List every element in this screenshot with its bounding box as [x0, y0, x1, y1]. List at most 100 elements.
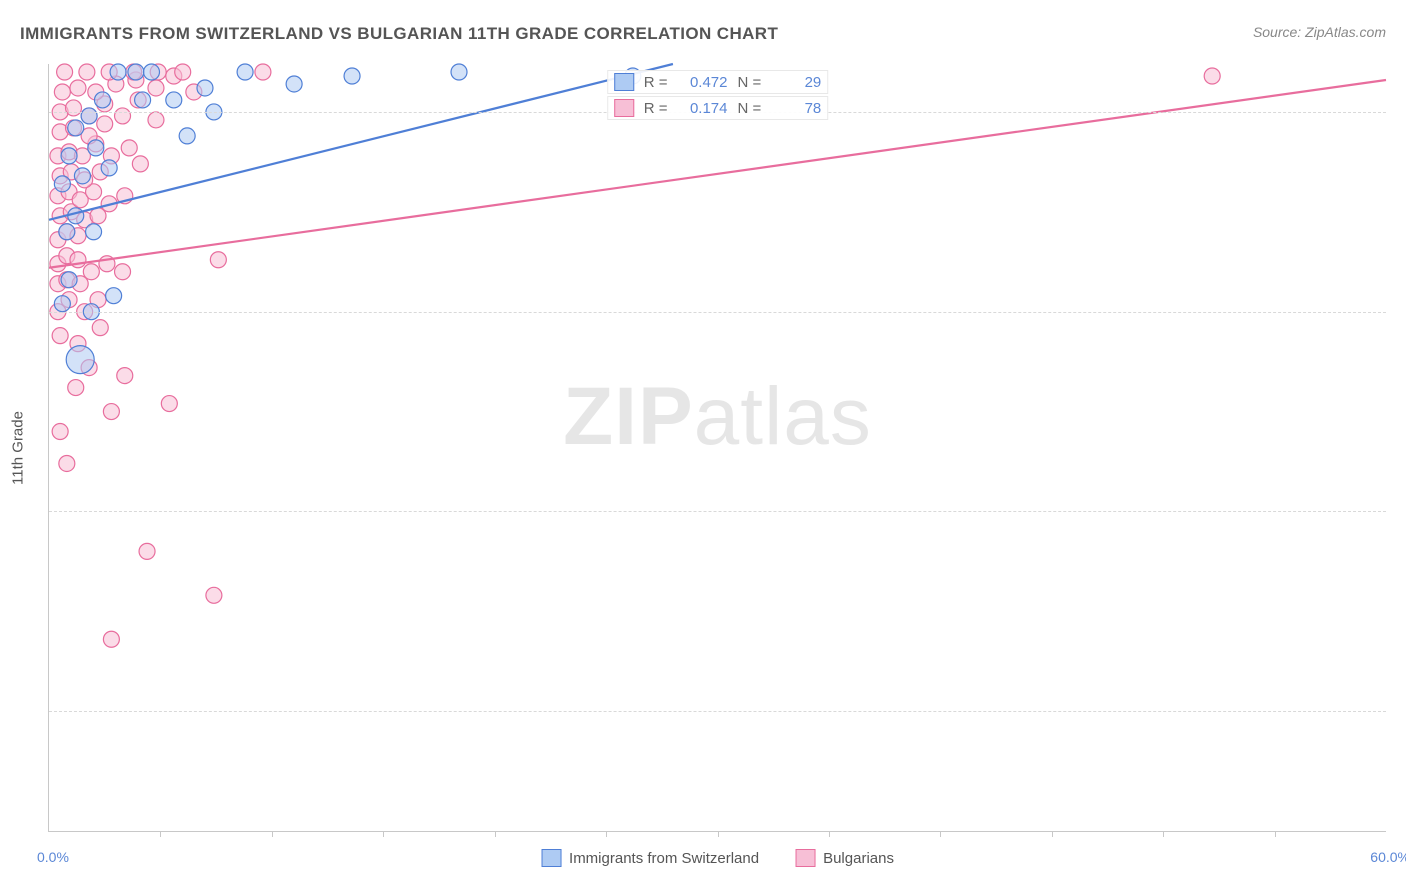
gridline [49, 312, 1386, 313]
legend-r-label: R = [644, 74, 668, 91]
scatter-point [59, 224, 75, 240]
legend-r-value: 0.472 [678, 74, 728, 91]
legend-series-name: Immigrants from Switzerland [569, 850, 759, 867]
legend-swatch [614, 73, 634, 91]
legend-n-label: N = [738, 74, 762, 91]
legend-series-name: Bulgarians [823, 850, 894, 867]
source-credit: Source: ZipAtlas.com [1253, 24, 1386, 40]
scatter-point [115, 264, 131, 280]
x-tick [495, 831, 496, 837]
correlation-legend: R = 0.472 N = 29 R = 0.174 N = 78 [607, 70, 829, 120]
scatter-point [110, 64, 126, 80]
scatter-point [206, 587, 222, 603]
scatter-point [135, 92, 151, 108]
scatter-point [237, 64, 253, 80]
legend-swatch [541, 849, 561, 867]
scatter-point [148, 80, 164, 96]
x-tick [272, 831, 273, 837]
scatter-point [66, 100, 82, 116]
scatter-point [54, 296, 70, 312]
scatter-point [68, 120, 84, 136]
scatter-point [210, 252, 226, 268]
x-tick [940, 831, 941, 837]
x-axis-max-label: 60.0% [1370, 849, 1406, 865]
y-tick-label: 95.0% [1396, 304, 1406, 320]
scatter-point [117, 368, 133, 384]
legend-n-value: 78 [771, 100, 821, 117]
gridline [49, 711, 1386, 712]
scatter-point [81, 108, 97, 124]
scatter-point [451, 64, 467, 80]
scatter-point [57, 64, 73, 80]
scatter-point [54, 176, 70, 192]
legend-n-label: N = [738, 100, 762, 117]
x-tick [160, 831, 161, 837]
x-axis-min-label: 0.0% [37, 849, 69, 865]
scatter-point [121, 140, 137, 156]
scatter-point [175, 64, 191, 80]
scatter-point [166, 92, 182, 108]
scatter-point [179, 128, 195, 144]
scatter-point [139, 543, 155, 559]
scatter-point [128, 64, 144, 80]
x-tick [1275, 831, 1276, 837]
scatter-point [79, 64, 95, 80]
scatter-point [1204, 68, 1220, 84]
scatter-point [255, 64, 271, 80]
y-tick-label: 85.0% [1396, 703, 1406, 719]
scatter-point [61, 148, 77, 164]
x-tick [606, 831, 607, 837]
legend-r-value: 0.174 [678, 100, 728, 117]
scatter-point [161, 396, 177, 412]
scatter-point [70, 80, 86, 96]
scatter-point [197, 80, 213, 96]
scatter-point [88, 140, 104, 156]
y-tick-label: 90.0% [1396, 503, 1406, 519]
scatter-point [74, 168, 90, 184]
scatter-point [286, 76, 302, 92]
scatter-point [344, 68, 360, 84]
legend-row: R = 0.472 N = 29 [607, 70, 829, 94]
x-tick [383, 831, 384, 837]
legend-n-value: 29 [771, 74, 821, 91]
legend-item: Bulgarians [795, 849, 894, 867]
plot-area: ZIPatlas R =0.472N =29R =0.174N =78 0.0%… [48, 64, 1386, 832]
scatter-point [148, 112, 164, 128]
scatter-point [68, 380, 84, 396]
scatter-point [103, 631, 119, 647]
legend-item: Immigrants from Switzerland [541, 849, 759, 867]
scatter-svg [49, 64, 1386, 831]
scatter-point [92, 320, 108, 336]
scatter-point [94, 92, 110, 108]
chart-area: 11th Grade ZIPatlas R =0.472N =29R =0.17… [48, 64, 1386, 832]
gridline [49, 511, 1386, 512]
legend-swatch [614, 99, 634, 117]
scatter-point [132, 156, 148, 172]
x-tick [829, 831, 830, 837]
chart-title: IMMIGRANTS FROM SWITZERLAND VS BULGARIAN… [20, 24, 778, 44]
y-axis-label: 11th Grade [10, 411, 27, 485]
scatter-point [101, 160, 117, 176]
scatter-point [144, 64, 160, 80]
scatter-point [59, 455, 75, 471]
scatter-point [68, 208, 84, 224]
scatter-point [115, 108, 131, 124]
scatter-point [54, 84, 70, 100]
legend-r-label: R = [644, 100, 668, 117]
scatter-point [61, 272, 77, 288]
x-tick [1163, 831, 1164, 837]
scatter-point [52, 328, 68, 344]
scatter-point [103, 404, 119, 420]
scatter-point [66, 346, 94, 374]
series-legend: Immigrants from Switzerland Bulgarians [541, 849, 894, 867]
trend-line [49, 64, 673, 220]
x-tick [1052, 831, 1053, 837]
scatter-point [106, 288, 122, 304]
legend-swatch [795, 849, 815, 867]
x-tick [718, 831, 719, 837]
legend-row: R = 0.174 N = 78 [607, 96, 829, 120]
scatter-point [52, 424, 68, 440]
scatter-point [83, 264, 99, 280]
scatter-point [97, 116, 113, 132]
y-tick-label: 100.0% [1396, 104, 1406, 120]
